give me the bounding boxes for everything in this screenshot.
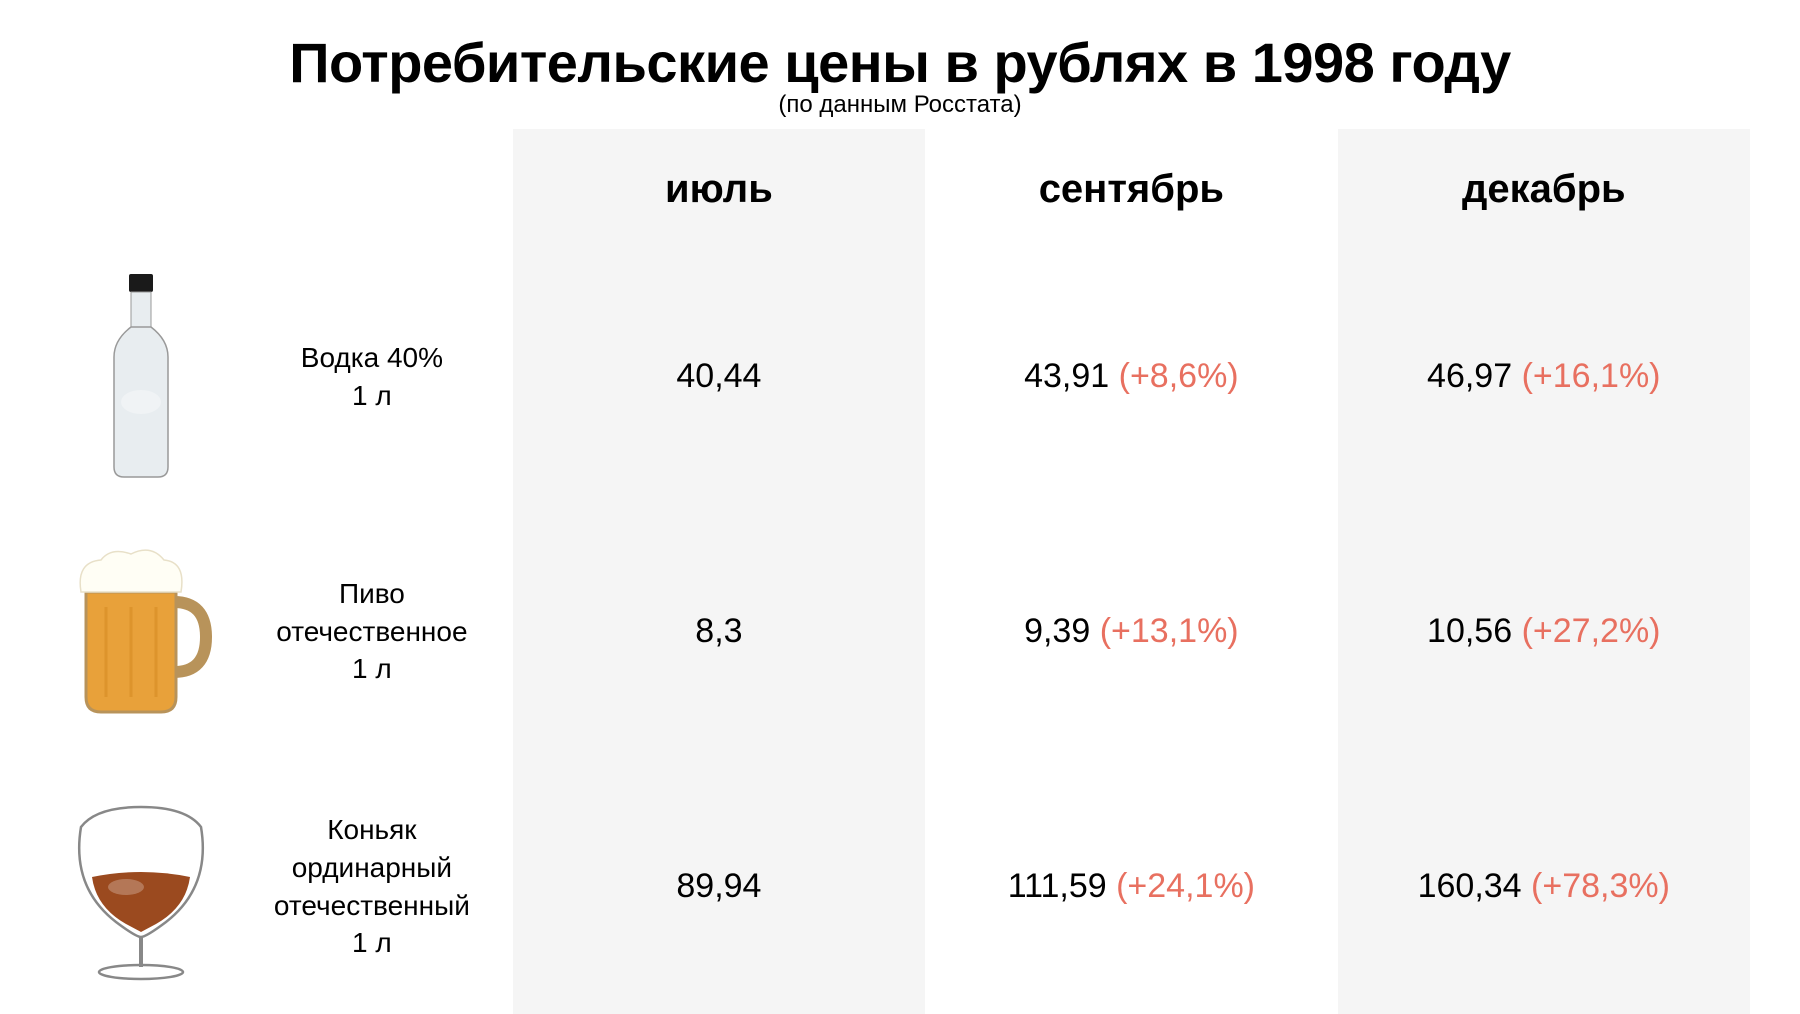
price-value: 40,44	[676, 357, 761, 395]
product-label: Водка 40%1 л	[231, 339, 513, 415]
page-subtitle: (по данным Росстата)	[50, 91, 1750, 119]
price-cell: 89,94	[513, 759, 925, 1014]
vodka-bottle-icon	[96, 272, 186, 482]
price-table: июль сентябрь декабрь Водка 40%1 л 40,44 4…	[50, 129, 1750, 1014]
price-cell: 46,97 (+16,1%)	[1338, 249, 1750, 504]
price-delta: (+27,2%)	[1522, 612, 1661, 650]
price-delta: (+8,6%)	[1119, 357, 1239, 395]
price-value: 8,3	[695, 612, 742, 650]
price-value: 89,94	[676, 867, 761, 905]
beer-mug-icon	[56, 542, 226, 722]
table-row: Коньякординарныйотечественный1 л 89,94 111…	[50, 759, 1750, 1014]
price-value: 10,56	[1427, 612, 1512, 650]
price-cell: 10,56 (+27,2%)	[1338, 504, 1750, 759]
price-value: 46,97	[1427, 357, 1512, 395]
table-row: Водка 40%1 л40,4443,91 (+8,6%)46,97 (+16…	[50, 249, 1750, 504]
price-value: 160,34	[1418, 867, 1522, 905]
price-cell: 40,44	[513, 249, 925, 504]
page-title: Потребительские цены в рублях в 1998 год…	[50, 30, 1750, 95]
price-delta: (+16,1%)	[1522, 357, 1661, 395]
price-value: 43,91	[1024, 357, 1109, 395]
price-value: 9,39	[1024, 612, 1090, 650]
price-cell: 8,3	[513, 504, 925, 759]
product-label: Пивоотечественное1 л	[231, 575, 513, 688]
column-header-september: сентябрь	[925, 129, 1337, 249]
product-label: Коньякординарныйотечественный1 л	[231, 811, 513, 962]
column-header-december: декабрь	[1338, 129, 1750, 249]
table-row: Пивоотечественное1 л8,39,39 (+13,1%)10,5…	[50, 504, 1750, 759]
price-cell: 43,91 (+8,6%)	[925, 249, 1337, 504]
price-cell: 9,39 (+13,1%)	[925, 504, 1337, 759]
price-delta: (+24,1%)	[1116, 867, 1255, 905]
price-delta: (+78,3%)	[1531, 867, 1670, 905]
price-cell: 160,34 (+78,3%)	[1338, 759, 1750, 1014]
price-cell: 111,59 (+24,1%)	[925, 759, 1337, 1014]
price-delta: (+13,1%)	[1100, 612, 1239, 650]
price-value: 111,59	[1008, 867, 1107, 905]
cognac-glass-icon	[56, 792, 226, 982]
column-header-july: июль	[513, 129, 925, 249]
